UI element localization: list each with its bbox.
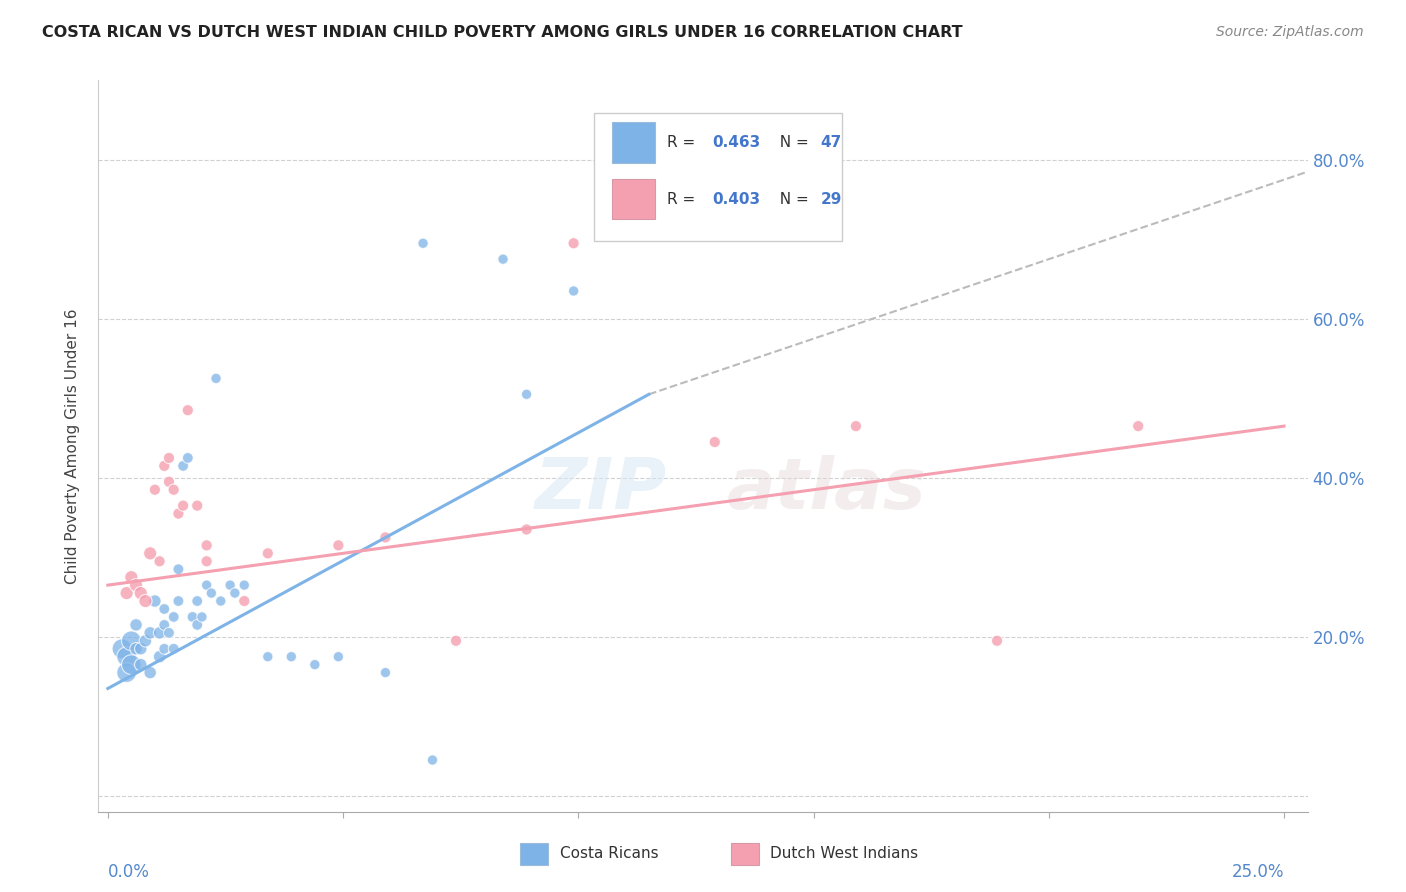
Point	[153, 458, 176, 473]
Text: N =: N =	[769, 192, 813, 207]
Point	[153, 618, 176, 632]
Bar	[613, 179, 655, 219]
Text: ZIP: ZIP	[534, 456, 666, 524]
Text: atlas: atlas	[727, 456, 927, 524]
Point	[153, 641, 176, 656]
Point	[186, 594, 208, 608]
Text: COSTA RICAN VS DUTCH WEST INDIAN CHILD POVERTY AMONG GIRLS UNDER 16 CORRELATION : COSTA RICAN VS DUTCH WEST INDIAN CHILD P…	[42, 25, 963, 40]
Point	[120, 633, 142, 648]
Point	[422, 753, 444, 767]
Point	[115, 649, 138, 664]
Text: Costa Ricans: Costa Ricans	[560, 847, 658, 861]
Point	[157, 475, 180, 489]
Point	[149, 625, 172, 640]
Point	[139, 546, 162, 560]
Point	[153, 602, 176, 616]
Point	[177, 403, 200, 417]
Point	[157, 625, 180, 640]
Point	[111, 641, 134, 656]
Point	[163, 483, 186, 497]
Point	[444, 633, 467, 648]
Point	[224, 586, 246, 600]
Point	[134, 633, 156, 648]
Point	[143, 483, 166, 497]
Point	[703, 435, 725, 450]
Point	[181, 610, 204, 624]
Point	[125, 578, 148, 592]
Point	[516, 523, 538, 537]
Point	[492, 252, 515, 267]
Y-axis label: Child Poverty Among Girls Under 16: Child Poverty Among Girls Under 16	[65, 309, 80, 583]
Point	[195, 578, 218, 592]
Text: 0.0%: 0.0%	[108, 863, 149, 881]
Text: 0.463: 0.463	[713, 135, 761, 150]
Point	[139, 625, 162, 640]
Point	[280, 649, 302, 664]
Point	[115, 586, 138, 600]
Point	[845, 419, 868, 434]
Point	[143, 594, 166, 608]
Point	[186, 618, 208, 632]
Point	[172, 499, 194, 513]
Point	[129, 641, 152, 656]
Point	[516, 387, 538, 401]
Point	[134, 594, 156, 608]
Point	[328, 649, 350, 664]
Point	[125, 618, 148, 632]
Point	[163, 610, 186, 624]
Point	[562, 284, 585, 298]
Point	[125, 641, 148, 656]
Point	[412, 236, 434, 251]
Point	[374, 530, 396, 544]
Point	[562, 236, 585, 251]
Text: Dutch West Indians: Dutch West Indians	[770, 847, 918, 861]
Point	[200, 586, 222, 600]
Point	[195, 538, 218, 552]
Text: R =: R =	[666, 192, 700, 207]
Point	[120, 570, 142, 584]
Point	[209, 594, 232, 608]
Point	[149, 649, 172, 664]
Point	[129, 586, 152, 600]
Text: N =: N =	[769, 135, 813, 150]
Point	[167, 562, 190, 576]
Point	[219, 578, 242, 592]
Point	[633, 212, 655, 227]
Text: Source: ZipAtlas.com: Source: ZipAtlas.com	[1216, 25, 1364, 39]
Point	[120, 657, 142, 672]
Point	[167, 594, 190, 608]
Point	[256, 649, 278, 664]
Point	[374, 665, 396, 680]
Point	[986, 633, 1008, 648]
Point	[163, 641, 186, 656]
Point	[304, 657, 326, 672]
Text: 47: 47	[820, 135, 842, 150]
Text: 25.0%: 25.0%	[1232, 863, 1284, 881]
Point	[233, 578, 256, 592]
Point	[1128, 419, 1150, 434]
Point	[115, 665, 138, 680]
Point	[157, 450, 180, 465]
Point	[205, 371, 228, 385]
Point	[186, 499, 208, 513]
Text: 29: 29	[820, 192, 842, 207]
Text: R =: R =	[666, 135, 700, 150]
Point	[256, 546, 278, 560]
Bar	[613, 122, 655, 162]
Point	[177, 450, 200, 465]
FancyBboxPatch shape	[595, 113, 842, 241]
Point	[172, 458, 194, 473]
Text: 0.403: 0.403	[713, 192, 761, 207]
Point	[167, 507, 190, 521]
Point	[328, 538, 350, 552]
Point	[233, 594, 256, 608]
Point	[149, 554, 172, 568]
Point	[191, 610, 214, 624]
Point	[129, 657, 152, 672]
Point	[195, 554, 218, 568]
Point	[139, 665, 162, 680]
